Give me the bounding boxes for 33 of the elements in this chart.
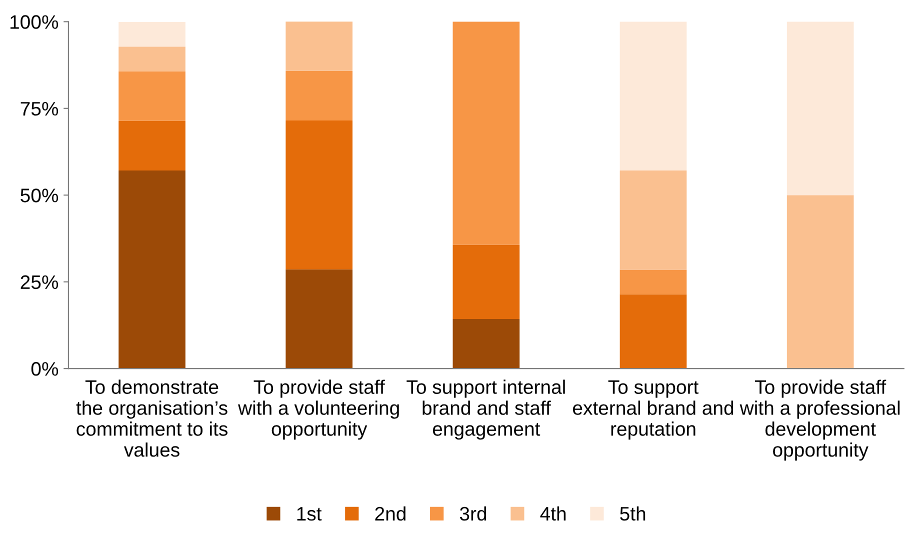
bar: [620, 270, 687, 294]
x-tick-label: To support internal brand and staff engagement: [406, 380, 565, 440]
bar: [452, 244, 520, 319]
bar: [452, 318, 520, 369]
bar: [286, 269, 353, 369]
x-tick-label: To demonstrate the organisation’s commitment to its values: [76, 380, 228, 457]
y-tick-label: 25%: [20, 275, 58, 290]
bar: [118, 71, 186, 121]
y-tick-label: 75%: [20, 102, 58, 116]
y-tick-label: 100%: [10, 15, 58, 29]
bar: [286, 22, 353, 71]
legend-label: 4th: [540, 506, 566, 521]
legend-label: 5th: [620, 506, 646, 521]
bar: [118, 170, 186, 369]
legend-label: 3rd: [460, 506, 486, 521]
bar: [118, 22, 186, 47]
bar: [620, 294, 687, 369]
y-tick-label: 50%: [20, 188, 58, 202]
x-tick-label: To provide staff with a volunteering opportunity: [238, 380, 399, 440]
bar: [118, 120, 186, 170]
bar: [286, 70, 353, 121]
x-tick-label: To provide staff with a professional development opportunity: [740, 380, 900, 461]
x-tick-label: To support external brand and reputation: [573, 380, 734, 440]
bar: [786, 22, 854, 196]
legend-label: 1st: [297, 507, 322, 521]
bar: [620, 170, 687, 270]
bar: [118, 46, 186, 72]
bar: [786, 195, 854, 369]
y-tick-label: 0%: [31, 362, 58, 376]
bar: [286, 120, 353, 270]
legend-label: 2nd: [375, 506, 406, 521]
bar: [452, 22, 520, 245]
bar: [620, 22, 687, 170]
